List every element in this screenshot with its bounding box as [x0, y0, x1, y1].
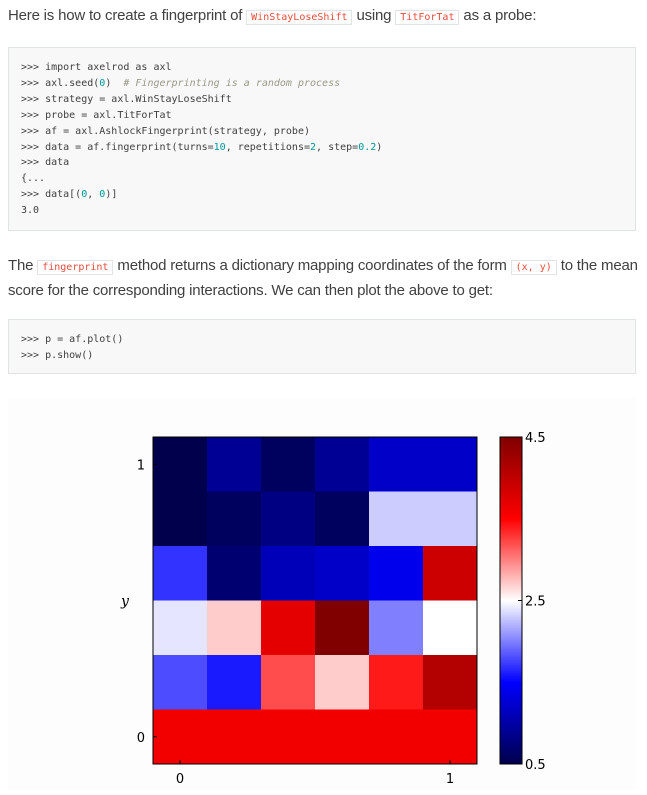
colorbar-tick-label: 0.5 [525, 758, 546, 773]
inline-code-strategy: WinStayLoseShift [246, 10, 353, 25]
x-tick-label: 1 [446, 772, 454, 787]
heatmap-cell [369, 437, 424, 492]
heatmap-cell [315, 546, 370, 601]
heatmap-cell [207, 709, 262, 765]
intro-paragraph: Here is how to create a fingerprint of W… [8, 4, 536, 29]
heatmap-chart: 1 0 0 1 y 4.5 2.5 0.5 [120, 431, 546, 787]
intro-text: as a probe: [459, 7, 537, 24]
heatmap-cell [153, 546, 208, 601]
heatmap-cell [207, 437, 262, 492]
inline-code-coords: (x, y) [510, 260, 557, 275]
explanation-paragraph: The fingerprint method returns a diction… [8, 254, 638, 302]
heatmap-cell [153, 437, 208, 492]
heatmap-cell [423, 437, 478, 492]
heatmap-cell [369, 600, 424, 656]
heatmap-cell [207, 491, 262, 547]
heatmap-cell [153, 600, 208, 656]
heatmap-cell [207, 600, 262, 656]
y-tick-label: 0 [137, 731, 145, 746]
heatmap-cell [369, 655, 424, 710]
heatmap-cell [423, 546, 478, 601]
heatmap-cell [423, 600, 478, 656]
heatmap-cell [261, 491, 316, 547]
heatmap-cell [423, 491, 478, 547]
intro-text: using [352, 7, 396, 24]
heatmap-cell [153, 491, 208, 547]
para-text: The [8, 257, 38, 274]
y-axis-label: y [120, 594, 130, 610]
heatmap-cell [369, 491, 424, 547]
code-listing: >>> import axelrod as axl >>> axl.seed(0… [21, 62, 383, 217]
heatmap-cell [207, 546, 262, 601]
fingerprint-figure: 1 0 0 1 y 4.5 2.5 0.5 [8, 397, 636, 790]
heatmap-cell [423, 655, 478, 710]
plot-frame [152, 436, 478, 765]
code-block-example: >>> import axelrod as axl >>> axl.seed(0… [8, 47, 636, 231]
code-block-plot: >>> p = af.plot() >>> p.show() [8, 319, 636, 374]
intro-text: Here is how to create a fingerprint of [8, 7, 247, 24]
code-listing: >>> p = af.plot() >>> p.show() [21, 334, 124, 361]
inline-code-probe: TitForTat [395, 10, 460, 25]
heatmap-cell [261, 709, 316, 765]
heatmap-cell [315, 655, 370, 710]
heatmap-cell [369, 546, 424, 601]
heatmap-cell [153, 655, 208, 710]
heatmap-cell [315, 437, 370, 492]
para-text: method returns a dictionary mapping coor… [113, 257, 511, 274]
colorbar-tick-label: 4.5 [525, 431, 546, 446]
heatmap-cell [315, 709, 370, 765]
para-text-line2: score for the corresponding interactions… [8, 282, 493, 299]
heatmap-cell [315, 491, 370, 547]
heatmap-cell [261, 437, 316, 492]
y-tick-label: 1 [137, 458, 145, 473]
heatmap-cell [207, 655, 262, 710]
heatmap-cell [369, 709, 424, 765]
para-text: to the mean [556, 257, 638, 274]
heatmap-cell [423, 709, 478, 765]
heatmap-cell [315, 600, 370, 656]
heatmap-cell [261, 655, 316, 710]
heatmap-cell [261, 546, 316, 601]
colorbar-tick-label: 2.5 [525, 595, 546, 610]
heatmap-cell [261, 600, 316, 656]
x-tick-label: 0 [176, 772, 184, 787]
inline-code-fingerprint: fingerprint [37, 260, 114, 275]
heatmap-cell [153, 709, 208, 765]
